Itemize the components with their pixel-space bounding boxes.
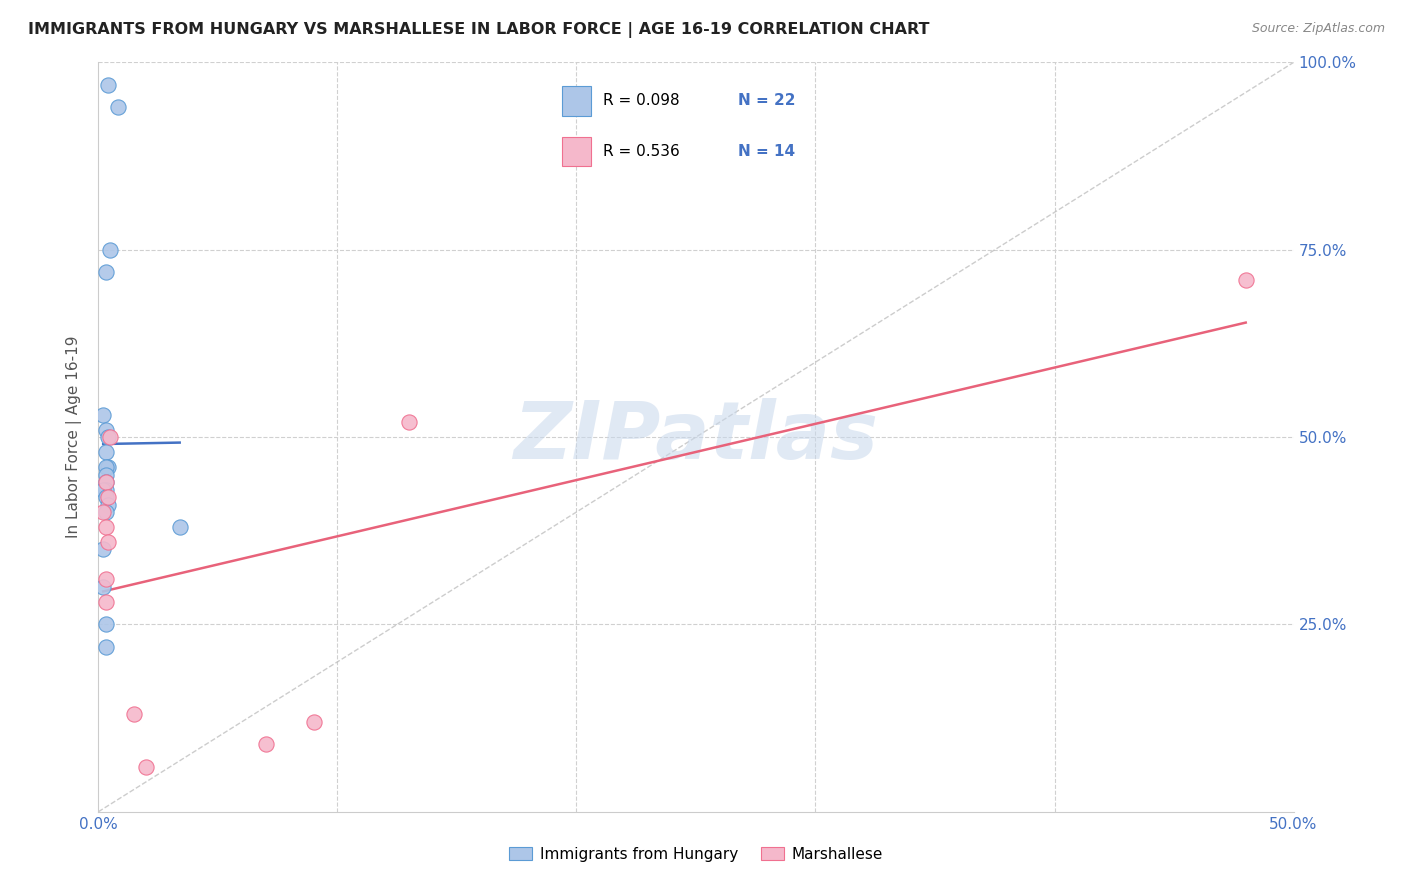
Point <box>94 475 117 489</box>
Point <box>94 265 117 279</box>
Point <box>94 490 117 504</box>
Point <box>398 415 420 429</box>
Point <box>97 535 120 549</box>
Point <box>98 430 122 444</box>
Point <box>94 640 117 654</box>
Point <box>94 505 117 519</box>
Point <box>124 707 146 722</box>
Point <box>302 714 325 729</box>
Point <box>107 100 129 114</box>
Text: Source: ZipAtlas.com: Source: ZipAtlas.com <box>1251 22 1385 36</box>
Point <box>98 243 122 257</box>
Point <box>91 505 114 519</box>
Point <box>94 573 117 587</box>
Point <box>91 408 114 422</box>
Point <box>97 490 120 504</box>
Point <box>94 460 117 475</box>
Text: IMMIGRANTS FROM HUNGARY VS MARSHALLESE IN LABOR FORCE | AGE 16-19 CORRELATION CH: IMMIGRANTS FROM HUNGARY VS MARSHALLESE I… <box>28 22 929 38</box>
Point <box>94 483 117 497</box>
Point <box>135 760 157 774</box>
Point <box>94 520 117 534</box>
Point <box>1234 273 1257 287</box>
Point <box>97 78 120 92</box>
Point <box>91 542 114 557</box>
Text: ZIPatlas: ZIPatlas <box>513 398 879 476</box>
Legend: Immigrants from Hungary, Marshallese: Immigrants from Hungary, Marshallese <box>503 840 889 868</box>
Point <box>94 475 117 489</box>
Point <box>254 737 277 751</box>
Point <box>94 445 117 459</box>
Point <box>97 498 120 512</box>
Point <box>94 423 117 437</box>
Point <box>94 595 117 609</box>
Point <box>97 460 120 475</box>
Point <box>91 483 114 497</box>
Point <box>94 617 117 632</box>
Point <box>91 580 114 594</box>
Y-axis label: In Labor Force | Age 16-19: In Labor Force | Age 16-19 <box>66 335 83 539</box>
Point <box>97 430 120 444</box>
Point <box>169 520 191 534</box>
Point <box>94 467 117 482</box>
